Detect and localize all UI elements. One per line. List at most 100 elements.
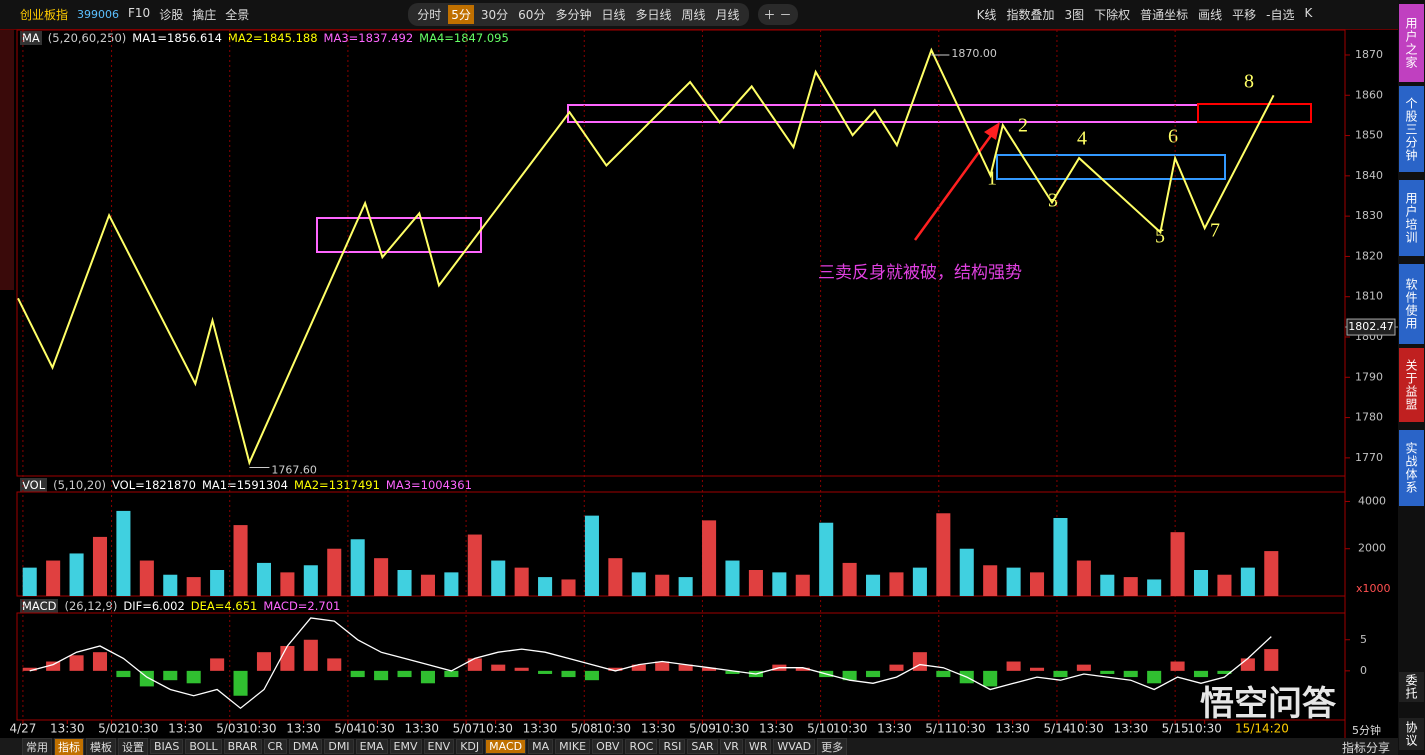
volume-bar — [795, 574, 810, 596]
bottom-tab[interactable]: RSI — [659, 739, 686, 754]
bottom-tab[interactable]: 常用 — [22, 737, 52, 755]
indicator-name[interactable]: MACD — [20, 599, 59, 613]
toolbar-button[interactable]: K线 — [976, 8, 997, 22]
period-button[interactable]: 30分 — [480, 8, 509, 22]
sidebar-tab[interactable]: 用户之家 — [1399, 4, 1424, 82]
period-button[interactable]: 周线 — [681, 8, 706, 22]
readout: DEA=4.651 — [190, 599, 258, 613]
sidebar-tab[interactable]: 关于益盟 — [1399, 348, 1424, 422]
bottom-tab[interactable]: KDJ — [456, 739, 484, 754]
toolbar-button[interactable]: 诊股 — [159, 8, 184, 22]
volume-bar — [163, 574, 178, 596]
sidebar-tab[interactable]: 实战体系 — [1399, 430, 1424, 506]
volume-bar — [1053, 518, 1068, 596]
volume-bar — [748, 570, 763, 596]
volume-bar — [1123, 577, 1138, 596]
bottom-tab[interactable]: ENV — [423, 739, 455, 754]
bottom-tab[interactable]: MIKE — [555, 739, 591, 754]
period-button[interactable]: 日线 — [601, 8, 626, 22]
volume-bar — [1240, 567, 1255, 596]
indicator-name[interactable]: VOL — [20, 478, 48, 492]
bottom-tab[interactable]: OBV — [592, 739, 624, 754]
bottom-tab[interactable]: WVAD — [773, 739, 816, 754]
bottom-tab[interactable]: ROC — [625, 739, 658, 754]
toolbar-button[interactable]: 3图 — [1064, 8, 1085, 22]
y-tick-label: 1790 — [1355, 370, 1383, 383]
x-tick-label: 5/15 — [1162, 722, 1189, 736]
bottom-right-share[interactable]: 指标分享 — [1342, 741, 1391, 755]
bottom-tab[interactable]: DMI — [324, 739, 354, 754]
bottom-tab[interactable]: BIAS — [150, 739, 184, 754]
toolbar-button[interactable]: F10 — [128, 6, 151, 20]
range-box — [996, 154, 1226, 180]
volume-bar — [92, 536, 108, 596]
sidebar-tab[interactable]: 软件使用 — [1399, 264, 1424, 344]
volume-bar — [256, 562, 271, 596]
period-button[interactable]: 多日线 — [635, 8, 672, 22]
y-tick-label: 4000 — [1358, 494, 1386, 507]
bottom-tab[interactable]: VR — [719, 739, 743, 754]
macd-bar — [1264, 649, 1279, 671]
macd-bar — [420, 670, 435, 684]
bottom-tab[interactable]: WR — [744, 739, 772, 754]
toolbar-button[interactable]: 擒庄 — [192, 8, 217, 22]
readout: MA2=1317491 — [293, 478, 380, 492]
macd-bar — [163, 670, 178, 681]
toolbar-button[interactable]: 画线 — [1198, 8, 1223, 22]
x-tick-label: 10:30 — [1187, 722, 1222, 736]
bottom-tab[interactable]: 设置 — [118, 737, 148, 755]
volume-bar — [1030, 572, 1045, 596]
bottom-tab[interactable]: 更多 — [817, 737, 848, 755]
toolbar-button[interactable]: 普通坐标 — [1140, 8, 1189, 22]
toolbar-button[interactable]: 下除权 — [1094, 8, 1131, 22]
bottom-tab[interactable]: BRAR — [223, 739, 262, 754]
bottom-tab[interactable]: MA — [528, 739, 554, 754]
sidebar-tab[interactable]: 委托 — [1399, 672, 1424, 702]
macd-bar — [1217, 670, 1232, 674]
bottom-tab[interactable]: DMA — [288, 739, 323, 754]
last-price-label: 1802.47 — [1348, 320, 1394, 333]
bottom-tab[interactable]: 指标 — [54, 737, 84, 755]
toolbar-button[interactable]: 全景 — [225, 8, 250, 22]
bottom-tab[interactable]: 模板 — [86, 737, 116, 755]
watermark: 悟空问答 — [1200, 684, 1336, 724]
period-button[interactable]: 分时 — [417, 8, 442, 22]
volume-bar — [327, 548, 342, 596]
bottom-right-5min[interactable]: 5分钟 — [1352, 724, 1381, 737]
sidebar-tab[interactable]: 个股三分钟 — [1399, 86, 1424, 172]
toolbar-button[interactable]: -自选 — [1266, 8, 1295, 22]
zigzag-line — [17, 47, 1275, 466]
bottom-tab[interactable]: BOLL — [185, 739, 222, 754]
volume-bar — [46, 560, 61, 596]
sidebar-tab[interactable]: 用户培训 — [1399, 180, 1424, 256]
bottom-tab[interactable]: CR — [263, 739, 287, 754]
period-button[interactable]: 60分 — [518, 8, 546, 22]
x-tick-label: 5/14 — [1043, 722, 1070, 736]
y-tick-label: 1780 — [1355, 411, 1383, 424]
period-button[interactable]: 多分钟 — [555, 8, 592, 22]
volume-bar — [678, 577, 693, 596]
y-tick-label: 1770 — [1355, 451, 1383, 464]
volume-bar — [538, 577, 553, 596]
period-button[interactable]: 月线 — [715, 8, 740, 22]
zoom-in[interactable]: ＋ — [763, 8, 776, 22]
bottom-tab[interactable]: EMV — [389, 739, 422, 754]
zoom-group: ＋－ — [757, 4, 798, 25]
indicator-name[interactable]: MA — [20, 31, 42, 45]
toolbar-button[interactable]: K — [1304, 6, 1313, 20]
y-tick-label: 1820 — [1355, 249, 1383, 262]
period-button[interactable]: 5分 — [448, 5, 474, 24]
sidebar-tab[interactable]: 协议 — [1399, 718, 1424, 750]
macd-bar — [561, 670, 576, 678]
bottom-tab[interactable]: SAR — [687, 739, 718, 754]
indicator-params: (5,20,60,250) — [47, 31, 127, 45]
macd-bar — [1147, 670, 1162, 684]
toolbar-button[interactable]: 平移 — [1232, 8, 1257, 22]
zoom-out[interactable]: － — [779, 8, 792, 22]
toolbar-button[interactable]: 指数叠加 — [1006, 8, 1055, 22]
bottom-tab[interactable]: MACD — [485, 739, 527, 754]
volume-bar — [491, 560, 506, 596]
bottom-tab[interactable]: EMA — [355, 739, 388, 754]
volume-bar — [866, 574, 881, 596]
macd-bar — [842, 670, 857, 681]
